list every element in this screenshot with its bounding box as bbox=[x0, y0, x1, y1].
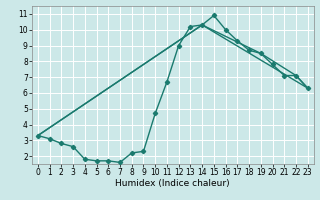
X-axis label: Humidex (Indice chaleur): Humidex (Indice chaleur) bbox=[116, 179, 230, 188]
